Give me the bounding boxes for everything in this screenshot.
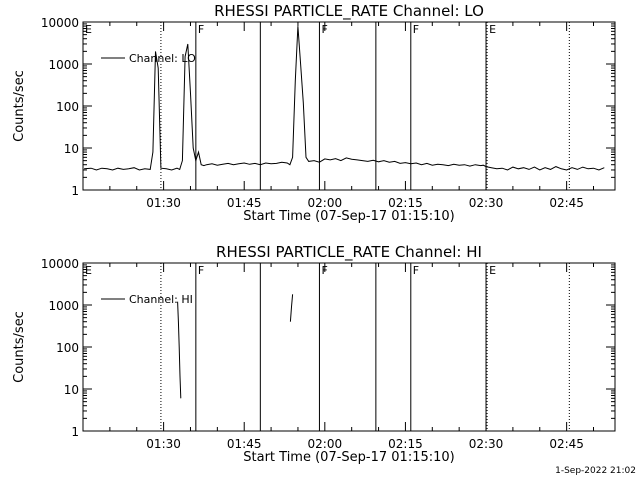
x-axis-label: Start Time (07-Sep-17 01:15:10) bbox=[243, 209, 454, 224]
flag-label: F bbox=[413, 264, 419, 277]
x-tick-label: 02:30 bbox=[469, 196, 504, 210]
x-tick-label: 02:15 bbox=[388, 196, 423, 210]
flag-label: E bbox=[85, 23, 92, 36]
y-tick-label: 1 bbox=[71, 425, 79, 439]
flag-label: E bbox=[489, 264, 496, 277]
y-tick-label: 1000 bbox=[48, 299, 79, 313]
x-tick-label: 02:45 bbox=[549, 196, 584, 210]
y-tick-label: 100 bbox=[56, 100, 79, 114]
series-line bbox=[84, 26, 605, 171]
y-tick-label: 100 bbox=[56, 341, 79, 355]
plot-frame bbox=[82, 21, 616, 191]
flag-label: F bbox=[321, 264, 327, 277]
panel-lo: RHESSI PARTICLE_RATE Channel: LO Start Ti… bbox=[12, 2, 616, 224]
x-tick-label: 02:00 bbox=[308, 196, 343, 210]
flag-label: E bbox=[85, 264, 92, 277]
legend-label: Channel: HI bbox=[129, 293, 193, 306]
y-tick-label: 1000 bbox=[48, 58, 79, 72]
flag-label: E bbox=[489, 23, 496, 36]
x-axis-label: Start Time (07-Sep-17 01:15:10) bbox=[243, 450, 454, 465]
panel-hi: RHESSI PARTICLE_RATE Channel: HI Start Ti… bbox=[12, 243, 616, 465]
flag-label: F bbox=[413, 23, 419, 36]
flag-label: F bbox=[321, 23, 327, 36]
legend-label: Channel: LO bbox=[129, 52, 196, 65]
x-tick-label: 01:30 bbox=[146, 437, 181, 451]
y-tick-label: 10 bbox=[64, 142, 79, 156]
x-tick-label: 02:00 bbox=[308, 437, 343, 451]
footer-timestamp: 1-Sep-2022 21:02 bbox=[555, 466, 636, 476]
y-axis-label: Counts/sec bbox=[12, 70, 27, 142]
x-tick-label: 01:30 bbox=[146, 196, 181, 210]
x-tick-label: 01:45 bbox=[227, 437, 262, 451]
y-axis-label: Counts/sec bbox=[12, 311, 27, 383]
plot-frame bbox=[82, 262, 616, 432]
series-line bbox=[289, 294, 294, 322]
x-tick-label: 02:45 bbox=[549, 437, 584, 451]
series-line bbox=[177, 301, 182, 399]
chart-title: RHESSI PARTICLE_RATE Channel: HI bbox=[216, 243, 482, 262]
x-tick-label: 01:45 bbox=[227, 196, 262, 210]
x-tick-label: 02:30 bbox=[469, 437, 504, 451]
y-tick-label: 10 bbox=[64, 383, 79, 397]
chart-title: RHESSI PARTICLE_RATE Channel: LO bbox=[214, 2, 484, 21]
flag-label: F bbox=[198, 23, 204, 36]
y-tick-label: 1 bbox=[71, 184, 79, 198]
y-tick-label: 10000 bbox=[41, 257, 79, 271]
x-tick-label: 02:15 bbox=[388, 437, 423, 451]
flag-label: F bbox=[198, 264, 204, 277]
y-tick-label: 10000 bbox=[41, 16, 79, 30]
